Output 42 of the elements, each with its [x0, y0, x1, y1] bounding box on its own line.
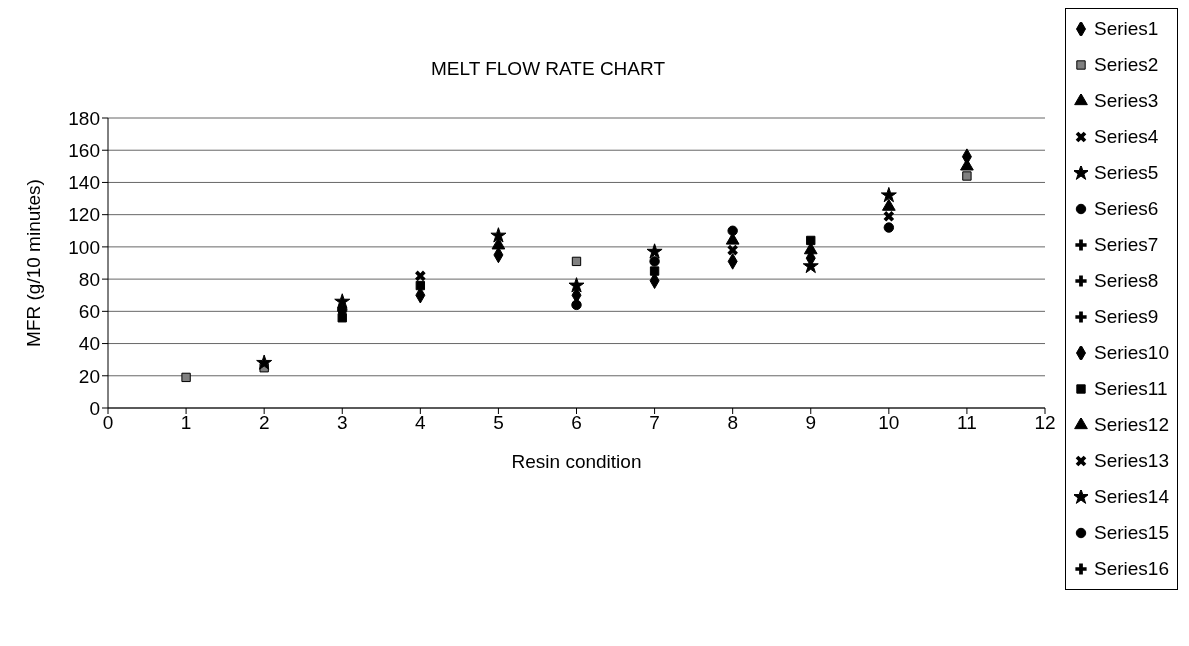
- x-tick-label: 5: [493, 412, 504, 434]
- legend-label: Series2: [1094, 54, 1159, 76]
- legend-label: Series7: [1094, 234, 1159, 256]
- x-tick-label: 2: [258, 412, 270, 434]
- x-tick-label: 3: [336, 412, 348, 434]
- y-tick-label: 0: [89, 397, 100, 419]
- legend-label: Series15: [1094, 522, 1169, 544]
- legend-label: Series16: [1094, 558, 1169, 580]
- legend-label: Series5: [1094, 162, 1159, 184]
- legend-label: Series11: [1094, 378, 1168, 400]
- y-tick-label: 60: [78, 301, 100, 323]
- x-tick-label: 9: [805, 412, 817, 434]
- y-tick-label: 80: [78, 268, 100, 290]
- y-tick-label: 20: [78, 365, 100, 387]
- y-tick-label: 180: [68, 107, 100, 129]
- x-tick-label: 11: [957, 412, 977, 434]
- y-tick-label: 100: [68, 236, 100, 258]
- legend-label: Series9: [1094, 306, 1159, 328]
- x-tick-label: 0: [102, 412, 114, 434]
- legend-label: Series3: [1094, 90, 1159, 112]
- legend-label: Series10: [1094, 342, 1169, 364]
- legend-label: Series6: [1094, 198, 1159, 220]
- legend-label: Series4: [1094, 126, 1159, 148]
- x-axis-title: Resin condition: [511, 451, 642, 472]
- x-tick-label: 6: [571, 412, 582, 434]
- legend-label: Series13: [1094, 450, 1169, 472]
- y-tick-label: 140: [68, 172, 100, 194]
- legend-label: Series12: [1094, 414, 1169, 436]
- chart-title: MELT FLOW RATE CHART: [430, 58, 666, 80]
- legend-label: Series14: [1094, 486, 1169, 508]
- x-tick-label: 7: [649, 412, 660, 434]
- x-tick-label: 4: [415, 412, 427, 434]
- x-tick-label: 1: [180, 412, 192, 434]
- y-axis-title: MFR (g/10 minutes): [22, 179, 44, 347]
- legend-label: Series8: [1094, 270, 1159, 292]
- x-tick-label: 12: [1034, 412, 1056, 434]
- y-tick-label: 40: [78, 333, 100, 355]
- legend-label: Series1: [1094, 18, 1159, 40]
- x-tick-label: 8: [727, 412, 738, 434]
- y-tick-label: 160: [68, 139, 100, 161]
- x-tick-label: 10: [878, 412, 900, 434]
- y-tick-label: 120: [68, 204, 100, 226]
